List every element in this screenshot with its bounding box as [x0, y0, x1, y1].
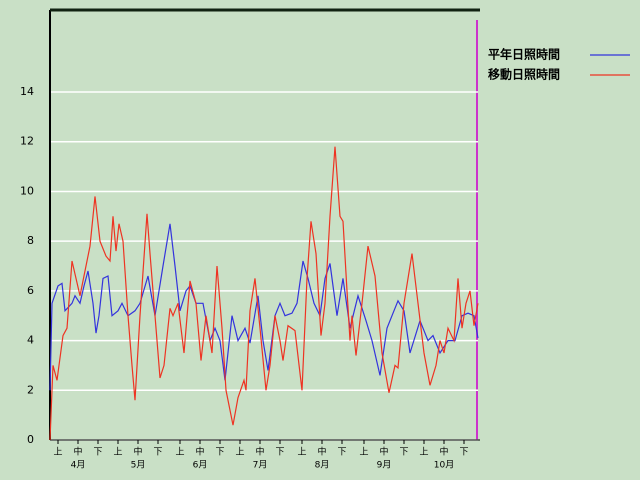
- y-tick-label: 12: [20, 135, 34, 148]
- x-tick-label: 中: [133, 446, 142, 458]
- y-tick-label: 10: [20, 184, 34, 197]
- x-tick-label: 下: [459, 448, 468, 458]
- month-label: 8月: [315, 460, 330, 471]
- x-tick-label: 上: [419, 447, 428, 458]
- month-label: 7月: [253, 460, 268, 471]
- x-tick-label: 下: [215, 448, 224, 458]
- x-tick-label: 上: [175, 447, 184, 458]
- x-tick-label: 中: [379, 446, 388, 458]
- x-tick-label: 中: [317, 446, 326, 458]
- month-label: 6月: [193, 460, 208, 471]
- series-line: [49, 146, 479, 441]
- x-tick-label: 上: [359, 447, 368, 458]
- y-tick-label: 8: [27, 234, 34, 247]
- x-tick-label: 上: [53, 447, 62, 458]
- x-tick-label: 上: [297, 447, 306, 458]
- x-tick-label: 下: [337, 448, 346, 458]
- y-tick-label: 4: [27, 334, 34, 347]
- y-tick-label: 0: [27, 433, 34, 446]
- y-tick-label: 14: [20, 85, 34, 98]
- month-label: 4月: [71, 460, 86, 471]
- month-label: 10月: [434, 460, 454, 471]
- legend-label: 平年日照時間: [488, 47, 560, 62]
- x-tick-label: 下: [153, 448, 162, 458]
- x-tick-label: 中: [439, 446, 448, 458]
- y-tick-label: 6: [27, 284, 34, 297]
- legend-label: 移動日照時間: [488, 67, 560, 82]
- x-tick-label: 上: [235, 447, 244, 458]
- x-tick-label: 中: [255, 446, 264, 458]
- month-label: 5月: [131, 460, 146, 471]
- x-tick-label: 下: [399, 448, 408, 458]
- x-tick-label: 上: [113, 447, 122, 458]
- x-tick-label: 下: [93, 448, 102, 458]
- x-tick-label: 中: [73, 446, 82, 458]
- series-line: [49, 223, 479, 391]
- y-tick-label: 2: [27, 383, 34, 396]
- x-tick-label: 中: [195, 446, 204, 458]
- x-tick-label: 下: [275, 448, 284, 458]
- month-label: 9月: [377, 460, 392, 471]
